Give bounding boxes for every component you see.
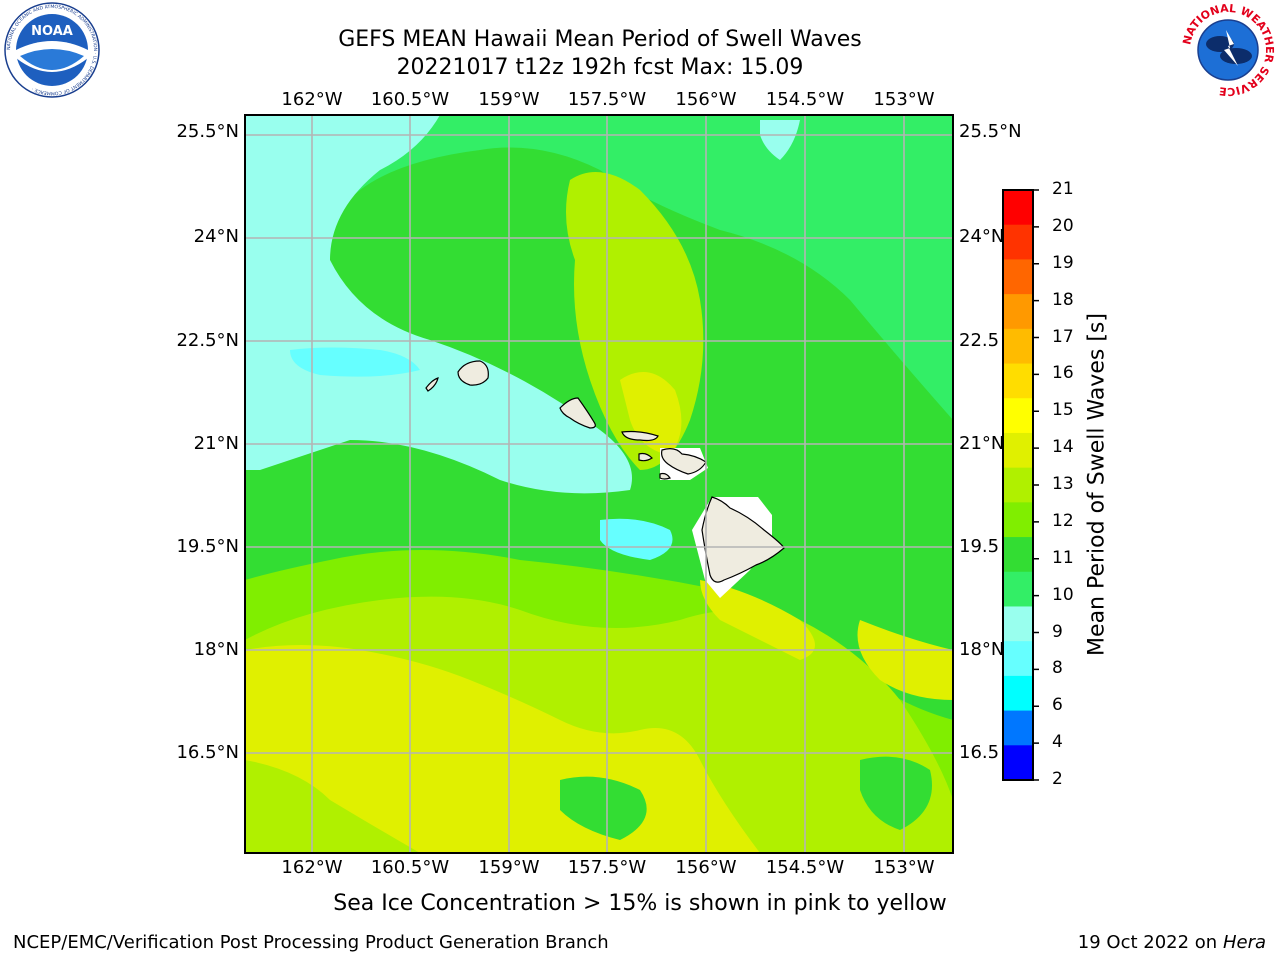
island-kahoolawe bbox=[659, 472, 671, 480]
field-cyan-patch bbox=[290, 347, 420, 377]
lon-label-bottom-4: 157.5°W bbox=[567, 857, 647, 878]
field-plume-core bbox=[620, 372, 682, 455]
colorbar-tick-label: 11 bbox=[1052, 547, 1074, 568]
chart-subtitle: 20221017 t12z 192h fcst Max: 15.09 bbox=[396, 55, 804, 80]
footer-date: 19 Oct 2022 on Hera bbox=[1078, 932, 1266, 953]
island-hawaii bbox=[701, 496, 785, 583]
lon-label-top-4: 157.5°W bbox=[567, 89, 647, 110]
footer-machine: Hera bbox=[1222, 932, 1266, 953]
nws-logo: NATIONAL WEATHER SERVICE bbox=[1178, 0, 1278, 98]
field-green bbox=[245, 115, 953, 720]
footer-date-text: 19 Oct 2022 on bbox=[1077, 932, 1223, 953]
noaa-text: NOAA bbox=[31, 24, 73, 39]
lat-label-left-6: 18°N bbox=[193, 639, 239, 660]
colorbar-tick-label: 2 bbox=[1052, 769, 1063, 789]
colorbar-segment bbox=[1003, 675, 1033, 712]
colorbar-segment bbox=[1003, 432, 1033, 469]
colorbar-tick-label: 15 bbox=[1052, 400, 1074, 421]
colorbar-segment bbox=[1003, 745, 1033, 781]
field-green-patch bbox=[560, 776, 647, 840]
sea-ice-note: Sea Ice Concentration > 15% is shown in … bbox=[333, 891, 947, 916]
colorbar-segment bbox=[1003, 467, 1033, 503]
lat-label-right-4: 21°N bbox=[959, 433, 1005, 454]
colorbar-segment bbox=[1003, 224, 1033, 260]
lat-label-right-2: 24°N bbox=[959, 226, 1005, 247]
lat-label-right-7: 16.5 bbox=[959, 742, 1000, 763]
lat-label-right-6: 18°N bbox=[959, 639, 1005, 660]
field-lee-yellow bbox=[700, 580, 815, 660]
lon-label-top-7: 153°W bbox=[873, 89, 935, 110]
lat-label-left-3: 22.5°N bbox=[176, 330, 239, 351]
lon-label-bottom-3: 159°W bbox=[478, 857, 540, 878]
colorbar-tick-label: 4 bbox=[1052, 732, 1063, 753]
colorbar-tick-label: 20 bbox=[1052, 215, 1074, 236]
colorbar-tick-label: 17 bbox=[1052, 326, 1074, 347]
field-sw-patch bbox=[245, 760, 420, 853]
colorbar-segment bbox=[1003, 537, 1033, 573]
map-frame bbox=[244, 114, 954, 854]
colorbar-tick-label: 18 bbox=[1052, 289, 1074, 310]
field-green-patch-2 bbox=[860, 756, 932, 830]
lon-label-top-2: 160.5°W bbox=[370, 89, 450, 110]
lon-label-bottom-1: 162°W bbox=[281, 857, 343, 878]
field-aqua bbox=[245, 115, 632, 494]
colorbar-segment bbox=[1003, 502, 1033, 538]
colorbar-segment bbox=[1003, 571, 1033, 607]
colorbar-segment bbox=[1003, 641, 1033, 677]
field-east-yellow bbox=[857, 620, 953, 700]
lon-label-top-6: 154.5°W bbox=[765, 89, 845, 110]
lat-label-left-4: 21°N bbox=[193, 433, 239, 454]
lat-label-left-1: 25.5°N bbox=[176, 121, 239, 142]
lon-label-top-5: 156°W bbox=[675, 89, 737, 110]
colorbar-tick-label: 14 bbox=[1052, 437, 1074, 458]
colorbar-segment bbox=[1003, 259, 1033, 295]
colorbar-tick-label: 19 bbox=[1052, 252, 1074, 273]
lon-label-bottom-7: 153°W bbox=[873, 857, 935, 878]
field-aqua-ne bbox=[760, 120, 800, 160]
lat-label-right-5: 19.5 bbox=[959, 536, 1000, 557]
island-oahu bbox=[559, 397, 596, 429]
lat-label-left-2: 24°N bbox=[193, 226, 239, 247]
lon-label-top-3: 159°W bbox=[478, 89, 540, 110]
lat-label-right-3: 22.5 bbox=[959, 330, 1000, 351]
island-lanai bbox=[638, 452, 653, 462]
chart-title: GEFS MEAN Hawaii Mean Period of Swell Wa… bbox=[338, 27, 862, 52]
colorbar-tick-label: 6 bbox=[1052, 695, 1063, 716]
colorbar-tick-label: 13 bbox=[1052, 474, 1074, 494]
colorbar-segment bbox=[1003, 363, 1033, 399]
island-kauai bbox=[457, 360, 489, 386]
island-niihau bbox=[425, 377, 439, 392]
swell-field bbox=[245, 115, 953, 853]
island-maui bbox=[661, 448, 707, 475]
footer-branch: NCEP/EMC/Verification Post Processing Pr… bbox=[13, 932, 609, 953]
colorbar-segment bbox=[1003, 294, 1033, 330]
colorbar-tick-label: 12 bbox=[1052, 510, 1074, 531]
field-mint bbox=[245, 115, 953, 420]
colorbar-segment bbox=[1003, 606, 1033, 642]
colorbar bbox=[1002, 189, 1039, 781]
colorbar-tick-label: 10 bbox=[1052, 584, 1074, 605]
colorbar-segment bbox=[1003, 710, 1033, 746]
gridlines bbox=[245, 115, 953, 853]
lat-label-left-5: 19.5°N bbox=[176, 536, 239, 557]
island-molokai bbox=[621, 430, 659, 442]
lat-label-right-1: 25.5°N bbox=[959, 121, 1022, 142]
colorbar-tick-label: 9 bbox=[1052, 621, 1063, 642]
colorbar-tick-label: 8 bbox=[1052, 658, 1063, 679]
noaa-logo: NOAA NATIONAL OCEANIC AND ATMOSPHERIC AD… bbox=[2, 2, 102, 98]
colorbar-segment bbox=[1003, 398, 1033, 434]
colorbar-tick-label: 16 bbox=[1052, 363, 1074, 384]
lat-label-left-7: 16.5°N bbox=[176, 742, 239, 763]
islands bbox=[425, 360, 785, 583]
colorbar-label-text: Mean Period of Swell Waves [s] bbox=[1084, 313, 1110, 656]
lon-label-bottom-5: 156°W bbox=[675, 857, 737, 878]
lon-label-bottom-6: 154.5°W bbox=[765, 857, 845, 878]
colorbar-segment bbox=[1003, 328, 1033, 365]
lon-label-top-1: 162°W bbox=[281, 89, 343, 110]
lon-label-bottom-2: 160.5°W bbox=[370, 857, 450, 878]
field-cyan-patch-2 bbox=[600, 518, 673, 560]
colorbar-segment bbox=[1003, 190, 1033, 226]
colorbar-tick-label: 21 bbox=[1052, 179, 1074, 199]
